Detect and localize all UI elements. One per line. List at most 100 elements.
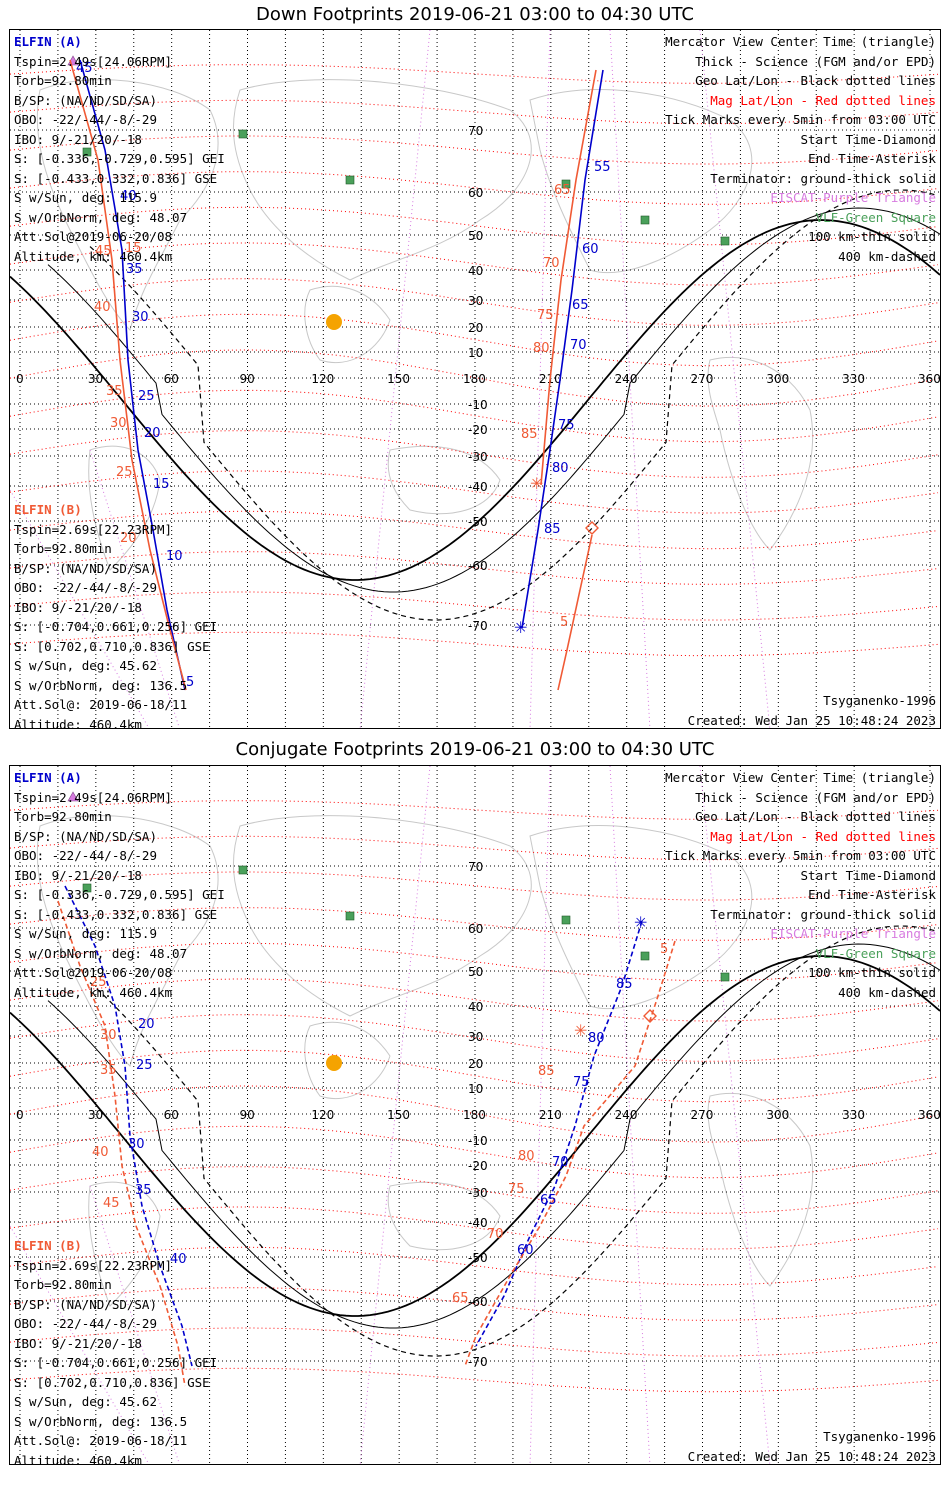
elfin-b-tick-label: 40 xyxy=(92,1145,109,1160)
elfin-b-track-right xyxy=(540,69,597,486)
elfin-b-tick-label: 25 xyxy=(116,465,133,480)
mag-parallel xyxy=(10,1367,939,1393)
lat-tick-label: -30 xyxy=(468,1186,488,1200)
elfin-b-tick-label: 15 xyxy=(125,241,142,256)
mag-parallel xyxy=(10,64,939,84)
coastline xyxy=(88,1181,161,1307)
lon-tick-label: 120 xyxy=(311,372,334,386)
elfin-b-tick-label: 80 xyxy=(518,1149,535,1164)
mag-parallel xyxy=(10,942,939,982)
lon-tick-label: 270 xyxy=(691,1108,714,1122)
mag-parallel xyxy=(10,242,939,286)
model-info: Tsyganenko-1996 Created: Wed Jan 25 10:4… xyxy=(687,691,936,728)
legend-item: EISCAT-Purple Triangle xyxy=(770,926,936,941)
elfin-a-tick-label: 65 xyxy=(572,298,589,313)
lat-tick-label: -20 xyxy=(468,423,488,437)
terminator-ground xyxy=(10,219,940,581)
lon-tick-label: 180 xyxy=(463,1108,486,1122)
down-footprints-panel: 0 30 60 90 120 150 180 210 240 270 300 330 360 70 60 50… xyxy=(9,29,941,729)
mag-parallel xyxy=(10,99,939,125)
elfin-b-tick-label: 45 xyxy=(103,1196,120,1211)
elfin-a-tick-label: 25 xyxy=(138,389,155,404)
elfin-a-line: S w/OrbNorm, deg: 48.07 xyxy=(14,209,188,225)
elfin-a-line: Att.Sol@2019-06-20/08 xyxy=(14,965,173,980)
elfin-b-tick-label: 35 xyxy=(106,384,123,399)
vlf-station-icon xyxy=(345,175,355,185)
elfin-b-tick-label: 30 xyxy=(100,1028,117,1043)
conjugate-footprints-map: 0 30 60 90 120 150 180 210 240 270 300 330 360 70 60 50… xyxy=(10,766,940,1464)
elfin-a-tick-label: 80 xyxy=(552,461,569,476)
lon-tick-label: 120 xyxy=(311,1108,334,1122)
elfin-b-line: Tspin=2.69s[22.23RPM] xyxy=(14,1257,173,1273)
elfin-a-tick-label: 85 xyxy=(616,977,633,992)
coastline xyxy=(529,825,753,1010)
lon-tick-label: 30 xyxy=(88,1108,103,1122)
created-stamp: Created: Wed Jan 25 10:48:24 2023 xyxy=(687,712,936,728)
elfin-b-line: Tspin=2.69s[22.23RPM] xyxy=(14,521,173,537)
elfin-b-tick-label: 20 xyxy=(120,531,137,546)
elfin-a-tick-label: 10 xyxy=(166,549,183,564)
legend-item: End Time-Asterisk xyxy=(808,151,936,166)
model-name: Tsyganenko-1996 xyxy=(823,1429,936,1444)
legend-item: Start Time-Diamond xyxy=(800,867,936,883)
mag-parallel xyxy=(10,1085,939,1143)
elfin-a-tick-label: 75 xyxy=(558,418,575,433)
lon-tick-label: 300 xyxy=(766,372,789,386)
mag-parallel xyxy=(10,978,939,1022)
mag-parallel xyxy=(10,389,939,443)
elfin-b-tick-label: 75 xyxy=(537,308,554,323)
elfin-b-tick-label: 5 xyxy=(660,942,668,957)
lon-tick-label: 150 xyxy=(387,372,410,386)
terminator-100km xyxy=(47,943,940,1329)
elfin-b-line: B/SP: (NA/ND/SD/SA) xyxy=(14,1296,157,1312)
elfin-b-tick-label: 65 xyxy=(554,183,571,198)
vlf-station-icon xyxy=(82,147,92,157)
elfin-b-tick-label: 30 xyxy=(110,416,127,431)
elfin-b-tick-label: 45 xyxy=(95,244,112,259)
lat-tick-label: 20 xyxy=(468,321,483,335)
coastline xyxy=(707,1092,814,1287)
legend: Mercator View Center Time (triangle) Thi… xyxy=(665,32,936,266)
elfin-a-tick-label: 60 xyxy=(582,242,599,257)
elfin-a-line: S: [-0.433,0.332,0.836] GSE xyxy=(14,170,218,186)
mag-parallel xyxy=(10,835,939,861)
vlf-station-icon xyxy=(640,951,650,961)
lat-tick-label: 40 xyxy=(468,264,483,278)
mag-parallel xyxy=(10,349,939,407)
lon-tick-label: 240 xyxy=(615,1108,638,1122)
elfin-a-line: Altitude, km: 460.4km xyxy=(14,248,173,264)
legend-item: Tick Marks every 5min from 03:00 UTC xyxy=(665,112,936,127)
legend-item: VLF-Green Square xyxy=(815,945,936,961)
elfin-a-line: S w/OrbNorm, deg: 48.07 xyxy=(14,945,188,961)
lat-tick-label: 10 xyxy=(468,1082,483,1096)
elfin-b-info: ELFIN (B) Tspin=2.69s[22.23RPM] Torb=92.… xyxy=(14,1236,217,1464)
mag-parallel xyxy=(10,1125,939,1179)
elfin-b-info: ELFIN (B) Tspin=2.69s[22.23RPM] Torb=92.… xyxy=(14,500,217,728)
elfin-a-line: S: [-0.336,-0.729,0.595] GEI xyxy=(14,887,225,902)
elfin-b-track-right-start xyxy=(557,534,593,691)
vlf-station-icon xyxy=(238,129,248,139)
mag-meridian xyxy=(529,30,551,728)
elfin-b-end-asterisk: ✳ xyxy=(574,1021,587,1040)
lon-tick-label: 180 xyxy=(463,372,486,386)
coastline xyxy=(304,1021,391,1100)
lat-tick-label: 30 xyxy=(468,294,483,308)
elfin-a-line: B/SP: (NA/ND/SD/SA) xyxy=(14,828,157,844)
elfin-a-line: IBO: 9/-21/20/-18 xyxy=(14,867,142,883)
mag-parallel xyxy=(10,631,939,657)
terminator-100km xyxy=(47,207,940,593)
elfin-a-line: S: [-0.433,0.332,0.836] GSE xyxy=(14,906,218,922)
legend-item: Geo Lat/Lon - Black dotted lines xyxy=(695,809,936,824)
lat-tick-label: 50 xyxy=(468,965,483,979)
elfin-b-line: B/SP: (NA/ND/SD/SA) xyxy=(14,560,157,576)
elfin-a-tick-label: 5 xyxy=(186,675,194,690)
panel-title-conjugate: Conjugate Footprints 2019-06-21 03:00 to… xyxy=(235,739,715,760)
lat-tick-label: -20 xyxy=(468,1159,488,1173)
elfin-b-line: S: [0.702,0.710,0.836] GSE xyxy=(14,638,210,654)
elfin-b-end-asterisk: ✳ xyxy=(530,474,543,493)
elfin-a-line: Att.Sol@2019-06-20/08 xyxy=(14,229,173,244)
elfin-b-tick-label: 5 xyxy=(560,615,568,630)
elfin-b-tick-label: 85 xyxy=(521,427,538,442)
lon-tick-label: 300 xyxy=(766,1108,789,1122)
mag-parallel xyxy=(10,1049,939,1103)
